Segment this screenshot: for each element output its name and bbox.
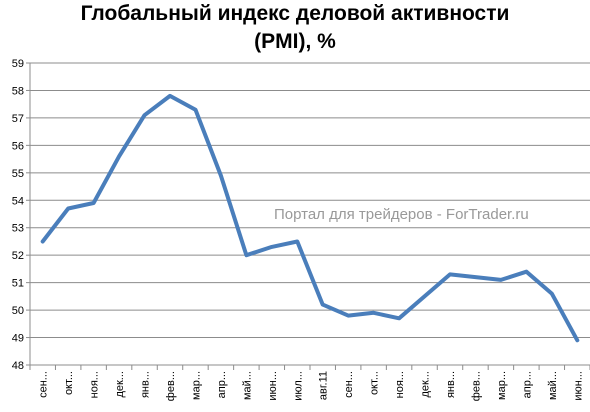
gridlines — [30, 62, 590, 339]
y-tick-label: 51 — [12, 278, 24, 290]
x-tick-label: окт... — [369, 371, 381, 395]
y-tick-label: 58 — [12, 85, 24, 97]
x-tick-label: май... — [241, 371, 253, 400]
x-tick-label: апр... — [521, 371, 533, 398]
y-tick-label: 59 — [12, 58, 24, 70]
y-tick-label: 54 — [12, 195, 24, 207]
chart-title-line1: Глобальный индекс деловой активности — [80, 2, 510, 25]
x-tick-labels: сен... окт... ноя... дек... янв... фев... мар.… — [38, 371, 585, 401]
y-tick-label: 53 — [12, 223, 24, 235]
x-tick-label: июн... — [572, 371, 584, 401]
x-tick-label: мар... — [190, 371, 202, 400]
chart-title: Глобальный индекс деловой активности (PM… — [0, 0, 590, 56]
watermark-text: Портал для трейдеров - ForTrader.ru — [274, 206, 529, 223]
x-tick-label: ноя... — [89, 371, 101, 398]
x-tick-label: фев... — [165, 371, 177, 401]
y-tick-label: 49 — [12, 333, 24, 345]
y-tick-label: 55 — [12, 168, 24, 180]
y-tick-label: 52 — [12, 250, 24, 262]
x-tick-label: окт... — [63, 371, 75, 395]
x-tick-label: дек... — [420, 371, 432, 398]
x-tick-label: дек... — [114, 371, 126, 398]
series-line — [40, 93, 580, 343]
x-tick-label: янв... — [445, 371, 457, 398]
x-tick-label: сен... — [38, 371, 50, 398]
x-tick-label: авг.11 — [318, 371, 330, 400]
y-tick-label: 50 — [12, 305, 24, 317]
x-tick-label: ноя... — [394, 371, 406, 398]
x-tick-label: фев... — [470, 371, 482, 401]
x-tick-label: июн... — [267, 371, 279, 401]
x-tick-label: апр... — [216, 371, 228, 398]
x-tick-label: янв... — [140, 371, 152, 398]
x-tick-label: мар... — [496, 371, 508, 400]
y-tick-label: 57 — [12, 113, 24, 125]
x-tick-label: май... — [547, 371, 559, 400]
x-tick-label: июл... — [292, 371, 304, 401]
series-layer — [40, 93, 580, 343]
y-tick-label: 56 — [12, 140, 24, 152]
y-tick-label: 48 — [12, 360, 24, 372]
x-tick-label: сен... — [343, 371, 355, 398]
axes — [26, 62, 590, 370]
chart-title-line2: (PMI), % — [254, 30, 336, 53]
y-tick-labels: 48 49 50 51 52 53 54 55 56 57 58 59 — [12, 58, 24, 372]
